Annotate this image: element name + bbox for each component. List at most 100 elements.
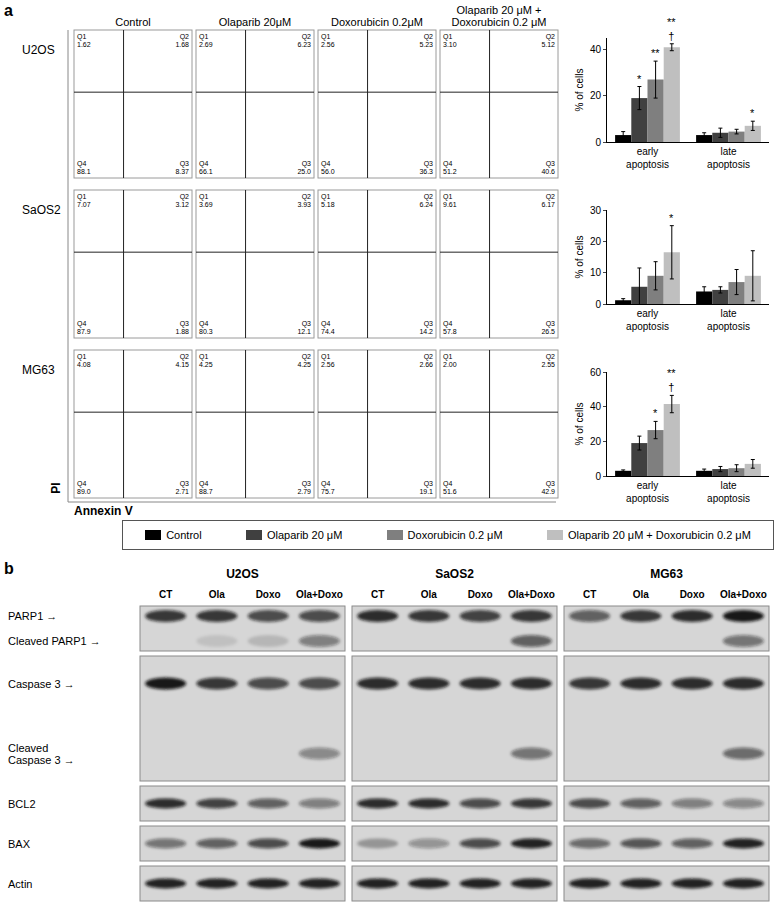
svg-text:Q4: Q4 [199,320,208,328]
svg-text:12.1: 12.1 [297,328,311,335]
svg-text:**: ** [651,47,660,59]
svg-text:2.56: 2.56 [321,41,335,48]
svg-text:PI: PI [49,482,63,493]
svg-text:Q4: Q4 [77,160,86,168]
svg-text:6.17: 6.17 [541,201,555,208]
svg-text:Q4: Q4 [77,320,86,328]
svg-text:56.0: 56.0 [321,168,335,175]
svg-text:14.2: 14.2 [419,328,433,335]
svg-text:3.10: 3.10 [443,41,457,48]
svg-text:Q2: Q2 [302,33,311,41]
svg-text:40: 40 [590,401,602,412]
svg-text:2.69: 2.69 [199,41,213,48]
svg-text:Q4: Q4 [321,160,330,168]
svg-text:3.93: 3.93 [297,201,311,208]
svg-text:66.1: 66.1 [199,168,213,175]
svg-text:earlyapoptosis: earlyapoptosis [626,146,669,170]
svg-text:Q4: Q4 [443,160,452,168]
svg-text:20: 20 [590,90,602,101]
svg-text:Doxo: Doxo [256,589,281,600]
svg-text:**†: **† [667,367,676,393]
svg-text:4.25: 4.25 [199,361,213,368]
svg-text:Ola+Doxo: Ola+Doxo [720,589,767,600]
svg-text:Q4: Q4 [77,480,86,488]
svg-text:25.0: 25.0 [297,168,311,175]
svg-text:20: 20 [590,436,602,447]
svg-text:CT: CT [159,589,172,600]
svg-text:57.8: 57.8 [443,328,457,335]
svg-text:Q1: Q1 [443,353,452,361]
svg-text:Annexin V: Annexin V [74,504,133,518]
svg-text:74.4: 74.4 [321,328,335,335]
svg-text:2.71: 2.71 [175,488,189,495]
svg-text:8.37: 8.37 [175,168,189,175]
svg-text:1.88: 1.88 [175,328,189,335]
svg-text:20: 20 [590,236,602,247]
svg-text:6.23: 6.23 [297,41,311,48]
svg-text:CT: CT [583,589,596,600]
svg-text:Q3: Q3 [302,480,311,488]
svg-text:Q3: Q3 [546,160,555,168]
svg-text:Doxo: Doxo [468,589,493,600]
svg-text:60: 60 [590,367,602,378]
svg-text:6.24: 6.24 [419,201,433,208]
svg-text:2.79: 2.79 [297,488,311,495]
svg-text:Q2: Q2 [424,193,433,201]
svg-text:51.2: 51.2 [443,168,457,175]
svg-text:Q1: Q1 [443,193,452,201]
svg-text:7.07: 7.07 [77,201,91,208]
svg-text:30: 30 [590,205,602,216]
svg-text:40: 40 [590,44,602,55]
svg-text:lateapoptosis: lateapoptosis [707,308,750,332]
svg-text:Q4: Q4 [443,320,452,328]
svg-text:5.23: 5.23 [419,41,433,48]
svg-text:Q3: Q3 [302,320,311,328]
svg-text:0: 0 [595,471,601,482]
svg-text:% of cells: % of cells [574,236,585,279]
svg-text:5.12: 5.12 [541,41,555,48]
svg-text:Q3: Q3 [424,480,433,488]
svg-text:19.1: 19.1 [419,488,433,495]
svg-text:Doxo: Doxo [680,589,705,600]
svg-text:Q3: Q3 [424,320,433,328]
svg-text:Ola: Ola [209,589,226,600]
svg-text:*: * [669,212,674,224]
svg-text:Q2: Q2 [302,193,311,201]
svg-text:SaOS2: SaOS2 [22,203,61,217]
svg-text:2.56: 2.56 [321,361,335,368]
svg-text:Q1: Q1 [199,193,208,201]
svg-text:Q2: Q2 [180,193,189,201]
svg-text:Q1: Q1 [199,33,208,41]
svg-text:Q1: Q1 [321,33,330,41]
svg-text:Q1: Q1 [443,33,452,41]
svg-text:Q4: Q4 [321,480,330,488]
svg-text:Q4: Q4 [321,320,330,328]
svg-text:Q1: Q1 [77,193,86,201]
svg-text:5.18: 5.18 [321,201,335,208]
svg-text:Q2: Q2 [180,33,189,41]
svg-text:CT: CT [371,589,384,600]
svg-text:Q4: Q4 [199,480,208,488]
svg-text:Ola: Ola [633,589,650,600]
svg-text:*: * [637,73,642,85]
svg-text:42.9: 42.9 [541,488,555,495]
svg-text:MG63: MG63 [650,567,683,581]
svg-text:earlyapoptosis: earlyapoptosis [626,308,669,332]
svg-text:U2OS: U2OS [22,43,55,57]
svg-text:9.61: 9.61 [443,201,457,208]
svg-text:26.5: 26.5 [541,328,555,335]
svg-text:4.08: 4.08 [77,361,91,368]
svg-text:Q3: Q3 [180,320,189,328]
svg-text:0: 0 [595,137,601,148]
svg-text:89.0: 89.0 [77,488,91,495]
svg-text:75.7: 75.7 [321,488,335,495]
svg-text:Q2: Q2 [546,193,555,201]
svg-text:80.3: 80.3 [199,328,213,335]
svg-text:3.69: 3.69 [199,201,213,208]
svg-text:Q3: Q3 [180,160,189,168]
svg-text:1.68: 1.68 [175,41,189,48]
svg-text:2.66: 2.66 [419,361,433,368]
svg-text:10: 10 [590,267,602,278]
svg-text:Q3: Q3 [546,320,555,328]
svg-text:40.6: 40.6 [541,168,555,175]
